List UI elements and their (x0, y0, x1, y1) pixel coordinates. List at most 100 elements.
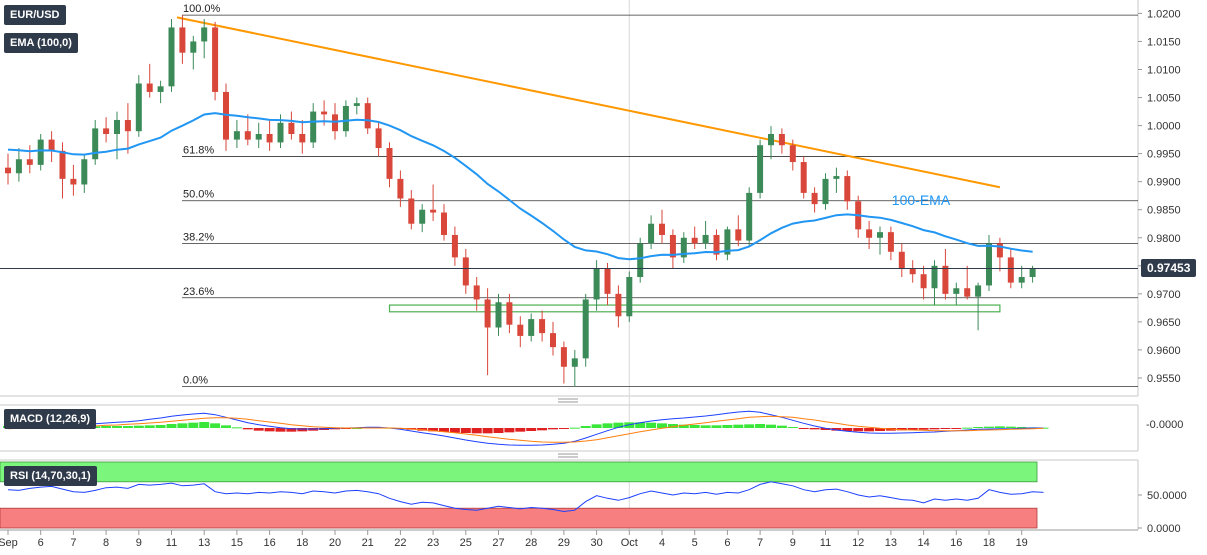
macd-histogram-bar (231, 427, 242, 429)
candle-body (397, 178, 404, 199)
candle-body (342, 105, 349, 132)
x-tick-label: 19 (1016, 537, 1028, 549)
candle-body (419, 209, 426, 224)
candle-body (255, 134, 262, 140)
panel-splitter-2[interactable] (558, 453, 578, 458)
candle-body (81, 159, 88, 185)
candle-body (560, 347, 567, 367)
macd-histogram-bar (755, 424, 766, 428)
candle-body (288, 122, 295, 134)
candle-body (473, 285, 480, 300)
macd-histogram-bar (537, 428, 548, 431)
rsi-line (7, 481, 1044, 513)
candle-body (484, 299, 491, 328)
macd-histogram-bar (569, 427, 580, 429)
macd-histogram-bar (253, 428, 264, 431)
candle-body (430, 209, 437, 213)
x-axis-ticks: Sep 6 7 8 9 11 13 15 16 18 20 21 22 23 25 27 28 29 30 Oct 4 5… (0, 530, 1028, 549)
x-tick-label: 9 (790, 537, 796, 549)
candle-body (789, 145, 796, 163)
macd-histogram-bar (787, 427, 798, 428)
candle-body (37, 139, 44, 165)
macd-histogram-bar (166, 424, 177, 428)
candle-body (811, 192, 818, 205)
macd-histogram-bar (504, 428, 515, 433)
macd-histogram (3, 422, 1049, 434)
candle-body (451, 234, 458, 258)
macd-histogram-bar (482, 428, 493, 434)
candle-body (277, 122, 284, 143)
macd-histogram-bar (733, 424, 744, 428)
price-tick-label: 0.9900 (1147, 177, 1181, 189)
macd-histogram-bar (493, 428, 504, 433)
x-tick-label: Sep (0, 537, 18, 549)
candle-body (571, 358, 578, 367)
candle-body (233, 131, 240, 140)
price-tick-label: 0.9600 (1147, 345, 1181, 357)
candle-body (48, 139, 55, 151)
x-tick-label: 23 (427, 537, 439, 549)
candle-body (310, 111, 317, 143)
x-tick-label: 4 (659, 537, 665, 549)
x-tick-label: 22 (394, 537, 406, 549)
rsi-overbought-zone (0, 461, 1038, 483)
macd-histogram-bar (984, 426, 994, 428)
x-tick-label: 13 (885, 537, 897, 549)
candle-body (299, 134, 306, 143)
x-tick-label: 11 (820, 537, 831, 549)
price-tick-label: 1.0100 (1147, 65, 1181, 77)
x-tick-label: 11 (166, 537, 177, 549)
fib-level-label: 50.0% (183, 189, 214, 201)
candle-body (135, 83, 142, 132)
candle-body (604, 268, 611, 294)
candle-body (746, 192, 753, 241)
rsi-panel: 50.0000 0.0000 (0, 459, 1187, 535)
macd-histogram-bar (853, 428, 864, 432)
price-tick-label: 0.9950 (1147, 149, 1181, 161)
candle-body (778, 134, 785, 146)
fibonacci-levels: 100.0% 61.8% 50.0% 38.2% 23.6% 0.0% (182, 3, 1138, 387)
candle-body (375, 128, 382, 149)
macd-histogram-bar (297, 428, 308, 432)
macd-histogram-bar (580, 426, 591, 428)
candle-body (833, 176, 840, 179)
candle-body (669, 234, 676, 258)
price-tick-label: 1.0000 (1147, 121, 1181, 133)
macd-histogram-bar (722, 425, 733, 428)
candle-body (462, 257, 469, 286)
macd-histogram-bar (526, 428, 537, 431)
candle-body (724, 229, 731, 255)
macd-histogram-bar (602, 423, 613, 428)
candle-body (1029, 268, 1036, 278)
support-zone (388, 304, 1001, 313)
candle-body (713, 234, 720, 255)
macd-indicator-label: MACD (12,26,9) (4, 409, 97, 429)
candle-body (244, 131, 251, 140)
candle-body (593, 268, 600, 300)
x-tick-label: 28 (525, 537, 537, 549)
macd-histogram-bar (744, 424, 755, 428)
candle-body (648, 223, 655, 244)
candle-body (1007, 257, 1014, 283)
macd-histogram-bar (646, 422, 657, 428)
macd-histogram-bar (831, 428, 842, 431)
candle-body (114, 119, 120, 134)
macd-histogram-bar (776, 425, 787, 428)
macd-histogram-bar (144, 425, 155, 428)
macd-histogram-bar (471, 428, 482, 434)
macd-histogram-bar (264, 428, 275, 432)
candle-body (582, 299, 589, 359)
candle-body (615, 293, 622, 317)
trendline (176, 16, 1001, 189)
panel-splitter-1[interactable] (558, 398, 578, 403)
x-tick-label: 25 (460, 537, 472, 549)
x-tick-label: 16 (950, 537, 962, 549)
symbol-label: EUR/USD (4, 5, 66, 25)
macd-histogram-bar (428, 428, 439, 432)
candle-body (953, 288, 960, 294)
candle-body (691, 237, 698, 244)
candle-body (626, 277, 633, 317)
candle-body (364, 103, 371, 129)
macd-panel: -0.0000 (0, 404, 1183, 452)
